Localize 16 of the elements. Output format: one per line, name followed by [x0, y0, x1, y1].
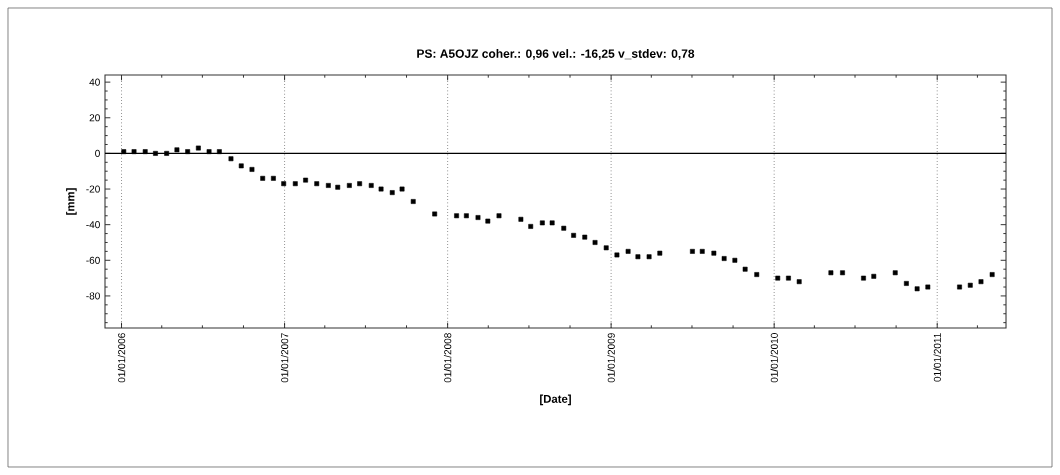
- chart-title: PS: A5OJZ coher.: 0,96 vel.: -16,25 v_stdev: 0,78: [417, 49, 695, 60]
- x-tick-label: 01/01/2007: [280, 333, 289, 383]
- y-tick-label: 20: [89, 114, 100, 122]
- y-tick-label: -80: [86, 292, 100, 300]
- x-tick-label: 01/01/2006: [117, 333, 126, 383]
- x-tick-label: 01/01/2008: [443, 333, 452, 383]
- x-tick-label: 01/01/2009: [607, 333, 615, 383]
- y-tick-label: 0: [95, 149, 100, 157]
- x-tick-label: 01/01/2011: [933, 333, 941, 382]
- y-tick-label: -40: [86, 221, 100, 229]
- y-axis-title: [mm]: [66, 188, 77, 215]
- y-tick-label: -60: [86, 256, 100, 264]
- x-tick-label: 01/01/2010: [770, 333, 778, 383]
- x-axis-title: [Date]: [540, 394, 571, 406]
- y-tick-label: -20: [86, 185, 100, 193]
- y-tick-label: 40: [89, 78, 100, 86]
